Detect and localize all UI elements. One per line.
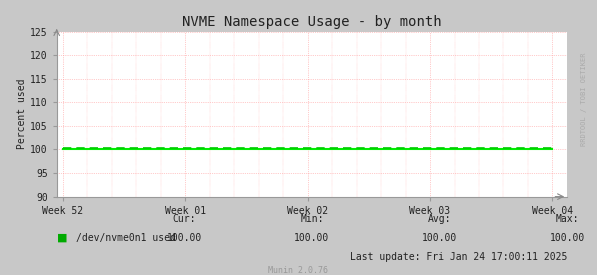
Text: 100.00: 100.00 xyxy=(167,233,202,243)
Text: Last update: Fri Jan 24 17:00:11 2025: Last update: Fri Jan 24 17:00:11 2025 xyxy=(350,252,567,262)
Text: 100.00: 100.00 xyxy=(294,233,330,243)
Text: Max:: Max: xyxy=(555,214,579,224)
Text: 100.00: 100.00 xyxy=(422,233,457,243)
Text: RRDTOOL / TOBI OETIKER: RRDTOOL / TOBI OETIKER xyxy=(581,52,587,146)
Y-axis label: Percent used: Percent used xyxy=(17,79,27,149)
Text: /dev/nvme0n1 used: /dev/nvme0n1 used xyxy=(76,233,176,243)
Text: ■: ■ xyxy=(57,233,67,243)
Text: Avg:: Avg: xyxy=(428,214,451,224)
Text: Min:: Min: xyxy=(300,214,324,224)
Text: Cur:: Cur: xyxy=(173,214,196,224)
Text: Munin 2.0.76: Munin 2.0.76 xyxy=(269,266,328,275)
Title: NVME Namespace Usage - by month: NVME Namespace Usage - by month xyxy=(182,15,442,29)
Text: 100.00: 100.00 xyxy=(549,233,585,243)
